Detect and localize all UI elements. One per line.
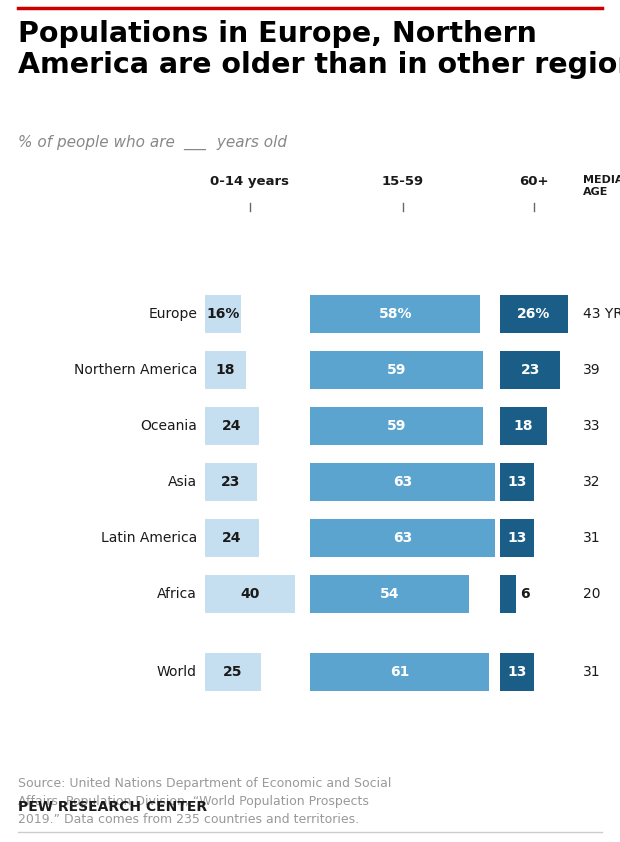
Text: Northern America: Northern America — [74, 363, 197, 377]
Text: 13: 13 — [507, 665, 526, 679]
Text: 63: 63 — [393, 531, 412, 545]
Text: 40: 40 — [241, 587, 260, 601]
Bar — [500, 519, 534, 557]
Bar — [500, 463, 534, 501]
Bar — [500, 351, 560, 389]
Text: 31: 31 — [583, 531, 601, 545]
Text: 6: 6 — [520, 587, 529, 601]
Text: MEDIAN
AGE: MEDIAN AGE — [583, 175, 620, 196]
Text: Africa: Africa — [157, 587, 197, 601]
Bar — [310, 407, 483, 445]
Text: 43 YRS: 43 YRS — [583, 307, 620, 321]
Text: 20: 20 — [583, 587, 601, 601]
Text: Source: United Nations Department of Economic and Social
Affairs, Population Div: Source: United Nations Department of Eco… — [18, 777, 391, 826]
Text: 63: 63 — [393, 475, 412, 489]
Bar — [500, 295, 568, 333]
Text: 23: 23 — [221, 475, 241, 489]
Text: World: World — [157, 665, 197, 679]
Text: 59: 59 — [387, 363, 406, 377]
Bar — [310, 295, 480, 333]
Bar — [205, 519, 259, 557]
Bar — [310, 575, 469, 613]
Text: 33: 33 — [583, 419, 601, 433]
Text: 18: 18 — [216, 363, 235, 377]
Text: 25: 25 — [223, 665, 243, 679]
Bar — [310, 519, 495, 557]
Text: 60+: 60+ — [520, 175, 549, 188]
Text: PEW RESEARCH CENTER: PEW RESEARCH CENTER — [18, 800, 207, 814]
Text: years old: years old — [212, 135, 287, 150]
Bar — [205, 463, 257, 501]
Text: 0-14 years: 0-14 years — [211, 175, 290, 188]
Bar — [205, 351, 246, 389]
Text: 39: 39 — [583, 363, 601, 377]
Text: Populations in Europe, Northern
America are older than in other regions: Populations in Europe, Northern America … — [18, 20, 620, 79]
Text: Europe: Europe — [148, 307, 197, 321]
Text: 13: 13 — [507, 475, 526, 489]
Bar — [310, 351, 483, 389]
Text: Asia: Asia — [168, 475, 197, 489]
Text: 31: 31 — [583, 665, 601, 679]
Text: 18: 18 — [514, 419, 533, 433]
Text: 15-59: 15-59 — [381, 175, 423, 188]
Text: 23: 23 — [520, 363, 540, 377]
Bar — [205, 653, 261, 691]
Text: Latin America: Latin America — [100, 531, 197, 545]
Text: 58%: 58% — [378, 307, 412, 321]
Text: 26%: 26% — [517, 307, 551, 321]
Text: 24: 24 — [222, 531, 242, 545]
Text: % of people who are: % of people who are — [18, 135, 180, 150]
Bar — [500, 653, 534, 691]
Text: 24: 24 — [222, 419, 242, 433]
Bar — [205, 575, 295, 613]
Bar — [500, 407, 547, 445]
Text: 54: 54 — [379, 587, 399, 601]
Bar — [205, 407, 259, 445]
Text: 61: 61 — [390, 665, 409, 679]
Text: 16%: 16% — [206, 307, 240, 321]
Bar — [310, 463, 495, 501]
Text: 59: 59 — [387, 419, 406, 433]
Text: 13: 13 — [507, 531, 526, 545]
Text: 32: 32 — [583, 475, 601, 489]
Text: ___: ___ — [183, 135, 206, 150]
Bar — [205, 295, 241, 333]
Bar — [500, 575, 516, 613]
Bar — [310, 653, 489, 691]
Text: Oceania: Oceania — [140, 419, 197, 433]
